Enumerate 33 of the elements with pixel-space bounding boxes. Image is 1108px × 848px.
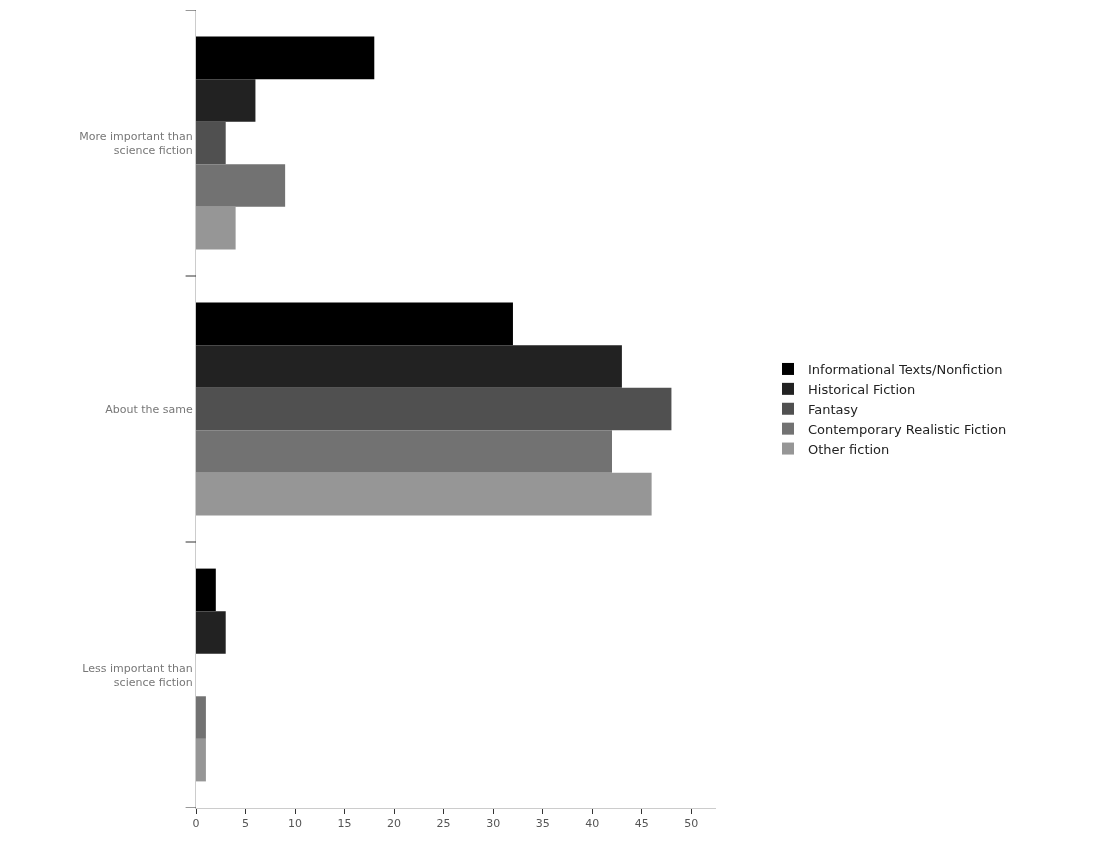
y-tick-label: More important than science fiction: [79, 129, 193, 157]
legend-label: Informational Texts/Nonfiction: [808, 362, 1003, 378]
bar: [196, 302, 513, 346]
legend-label: Historical Fiction: [808, 381, 916, 397]
bar: [196, 696, 206, 739]
bar: [196, 611, 226, 654]
legend-label: Contemporary Realistic Fiction: [808, 421, 1007, 437]
bar: [196, 164, 286, 207]
x-tick-label: 45: [634, 817, 649, 831]
bar: [196, 472, 652, 516]
bar: [196, 36, 375, 80]
legend-label: Fantasy: [808, 401, 859, 417]
x-tick-label: 25: [436, 817, 451, 831]
bar: [196, 387, 672, 431]
x-tick-label: 0: [192, 817, 200, 831]
x-tick-label: 5: [242, 817, 250, 831]
bar: [196, 738, 206, 782]
x-tick-label: 40: [585, 817, 600, 831]
x-tick-label: 30: [486, 817, 501, 831]
bar: [196, 79, 256, 122]
x-tick-label: 35: [535, 817, 550, 831]
x-tick-label: 20: [387, 817, 402, 831]
legend-label: Other fiction: [808, 441, 890, 457]
bar: [196, 345, 622, 388]
y-tick-label: Less important than science fiction: [82, 661, 193, 689]
x-tick-label: 10: [288, 817, 303, 831]
bar: [196, 430, 612, 473]
y-tick-label: About the same: [105, 402, 194, 416]
x-tick-label: 15: [337, 817, 352, 831]
x-tick-label: 50: [684, 817, 699, 831]
bar: [196, 121, 226, 165]
bar: [196, 206, 236, 250]
bar: [196, 568, 216, 612]
